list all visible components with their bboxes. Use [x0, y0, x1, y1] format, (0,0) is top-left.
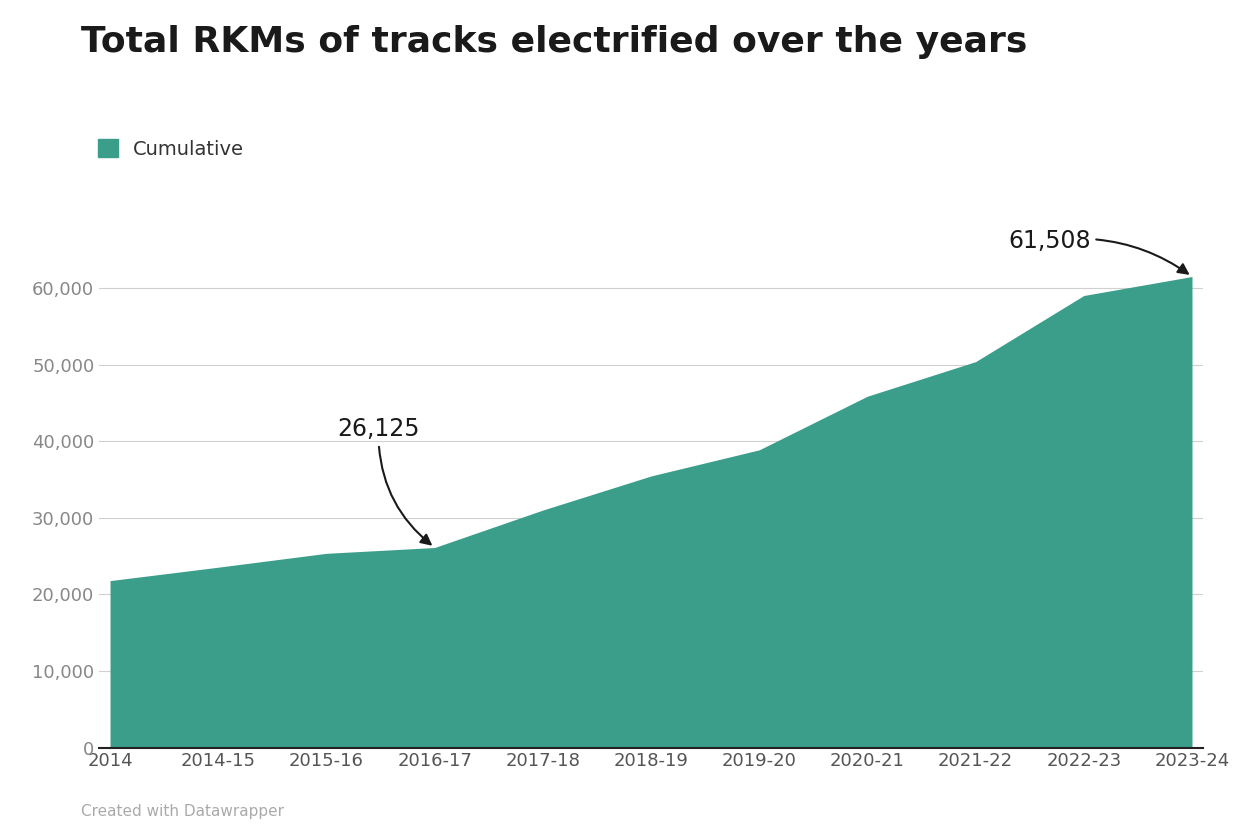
Text: Total RKMs of tracks electrified over the years: Total RKMs of tracks electrified over th…: [81, 25, 1027, 59]
Text: 26,125: 26,125: [337, 417, 430, 544]
Legend: Cumulative: Cumulative: [91, 132, 252, 166]
Text: 61,508: 61,508: [1008, 228, 1188, 274]
Text: Created with Datawrapper: Created with Datawrapper: [81, 804, 284, 819]
